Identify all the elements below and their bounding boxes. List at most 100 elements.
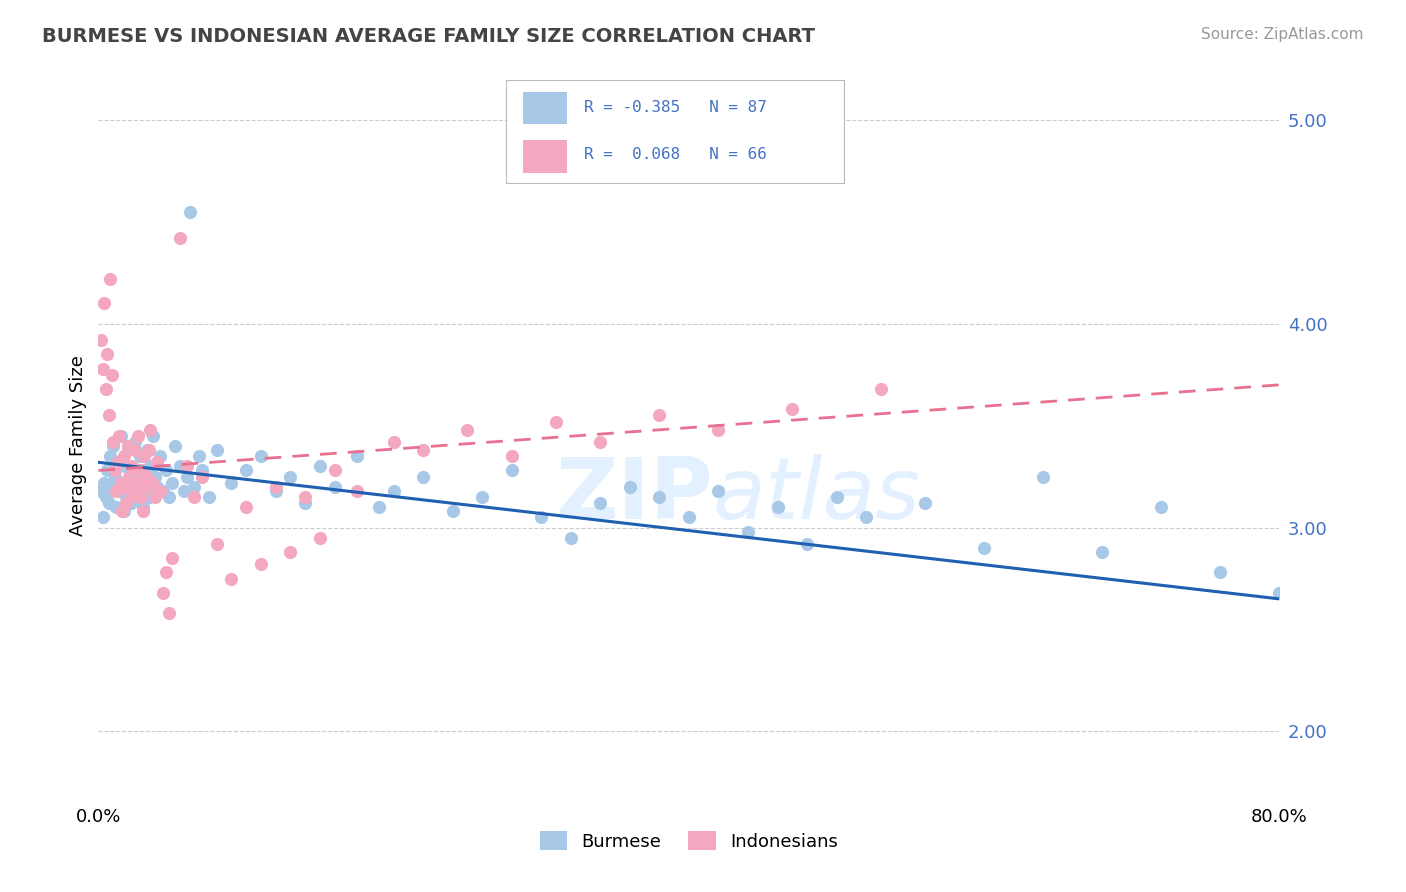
Point	[124, 434, 146, 449]
Point	[134, 449, 156, 463]
Point	[294, 496, 316, 510]
Point	[143, 490, 166, 504]
Point	[110, 475, 132, 490]
Point	[309, 459, 332, 474]
Point	[501, 449, 523, 463]
Point	[235, 463, 257, 477]
Point	[368, 500, 391, 515]
Point	[179, 204, 201, 219]
Point	[441, 504, 464, 518]
Point	[142, 429, 165, 443]
Point	[128, 463, 150, 477]
Point	[162, 475, 183, 490]
Point	[412, 469, 434, 483]
Point	[501, 463, 523, 477]
Point	[648, 409, 671, 423]
Point	[165, 439, 187, 453]
Point	[138, 443, 160, 458]
Point	[1032, 469, 1054, 483]
Point	[132, 500, 155, 515]
Point	[162, 551, 183, 566]
Point	[98, 272, 121, 286]
Text: atlas: atlas	[713, 454, 921, 538]
Point	[129, 490, 152, 504]
Text: R = -0.385   N = 87: R = -0.385 N = 87	[583, 101, 766, 115]
Legend: Burmese, Indonesians: Burmese, Indonesians	[533, 824, 845, 858]
Point	[111, 504, 134, 518]
Point	[264, 480, 287, 494]
Point	[825, 490, 848, 504]
Point	[107, 455, 129, 469]
Point	[169, 231, 191, 245]
Point	[619, 480, 641, 494]
Text: BURMESE VS INDONESIAN AVERAGE FAMILY SIZE CORRELATION CHART: BURMESE VS INDONESIAN AVERAGE FAMILY SIZ…	[42, 27, 815, 45]
Point	[132, 504, 155, 518]
Point	[104, 463, 127, 477]
Point	[191, 469, 214, 483]
FancyBboxPatch shape	[506, 80, 844, 183]
Point	[141, 475, 163, 490]
Point	[138, 490, 160, 504]
Point	[173, 483, 195, 498]
Point	[235, 500, 257, 515]
Point	[105, 500, 128, 515]
Point	[280, 545, 302, 559]
Point	[914, 496, 936, 510]
Point	[124, 443, 146, 458]
Point	[782, 402, 804, 417]
Point	[205, 443, 228, 458]
Point	[149, 449, 172, 463]
Point	[98, 449, 121, 463]
Point	[1209, 566, 1232, 580]
Point	[471, 490, 494, 504]
Point	[118, 475, 141, 490]
Point	[323, 463, 346, 477]
Text: Source: ZipAtlas.com: Source: ZipAtlas.com	[1201, 27, 1364, 42]
Point	[678, 510, 700, 524]
Point	[973, 541, 995, 555]
Point	[112, 449, 135, 463]
Point	[155, 566, 177, 580]
Point	[855, 510, 877, 524]
Point	[120, 490, 142, 504]
Point	[1091, 545, 1114, 559]
Point	[870, 382, 893, 396]
Y-axis label: Average Family Size: Average Family Size	[69, 356, 87, 536]
Point	[136, 443, 159, 458]
Point	[100, 368, 122, 382]
Point	[120, 496, 142, 510]
Point	[104, 469, 127, 483]
Point	[91, 361, 114, 376]
Point	[125, 469, 148, 483]
Point	[118, 469, 141, 483]
Point	[648, 490, 671, 504]
Point	[128, 449, 150, 463]
Point	[146, 480, 169, 494]
Point	[149, 483, 172, 498]
Point	[1150, 500, 1173, 515]
Point	[114, 459, 136, 474]
Point	[103, 439, 125, 453]
Point	[183, 490, 205, 504]
Point	[796, 537, 818, 551]
Point	[100, 480, 122, 494]
Text: R =  0.068   N = 66: R = 0.068 N = 66	[583, 146, 766, 161]
Point	[152, 586, 174, 600]
Point	[111, 475, 134, 490]
Point	[141, 483, 163, 498]
Point	[139, 459, 162, 474]
Point	[94, 490, 117, 504]
Point	[176, 469, 198, 483]
Point	[152, 483, 174, 498]
Point	[117, 443, 139, 458]
Point	[457, 423, 479, 437]
Point	[91, 510, 114, 524]
Point	[198, 490, 221, 504]
Point	[112, 504, 135, 518]
Point	[108, 429, 131, 443]
Point	[127, 429, 149, 443]
FancyBboxPatch shape	[523, 92, 567, 124]
Point	[97, 409, 120, 423]
Point	[121, 463, 143, 477]
Point	[105, 483, 128, 498]
